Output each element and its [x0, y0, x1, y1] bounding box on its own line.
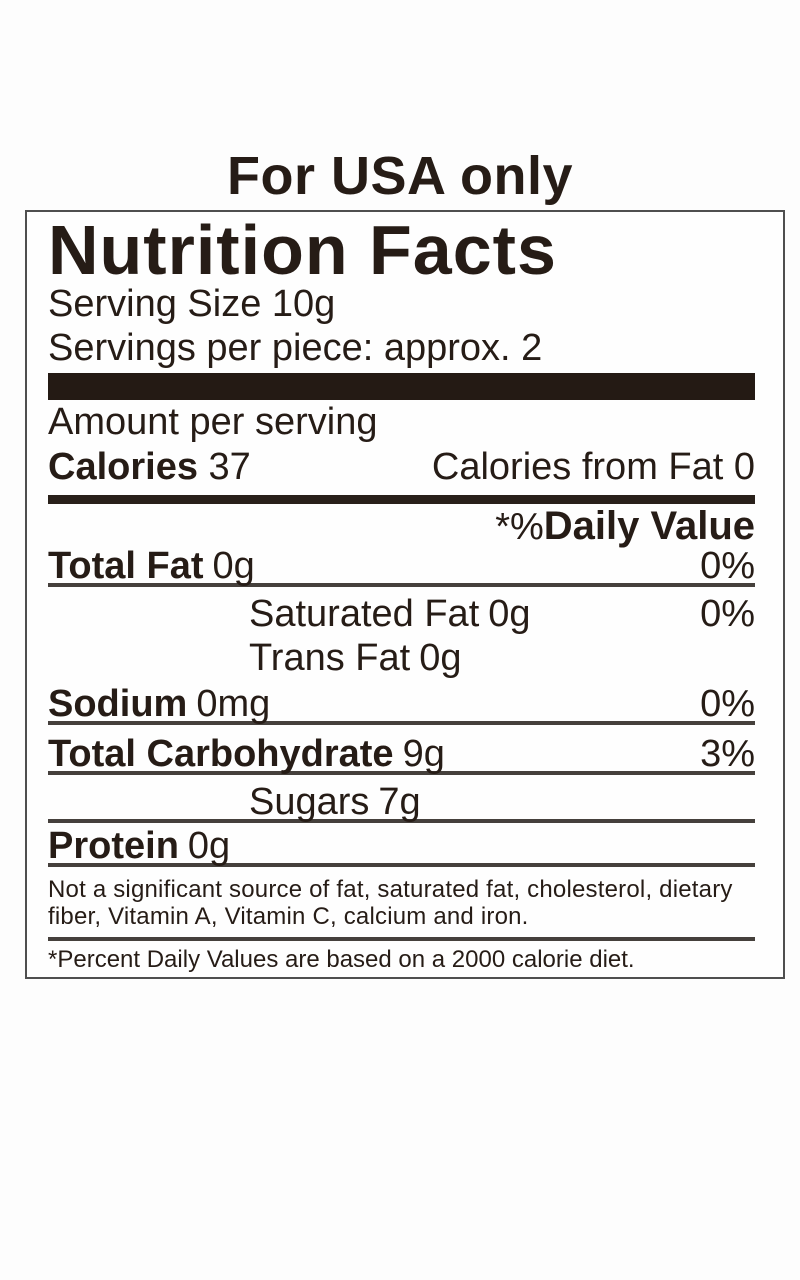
- separator-rule: [48, 771, 755, 775]
- percent-daily-values-note: *Percent Daily Values are based on a 200…: [48, 946, 635, 973]
- daily-value-header: *%Daily Value: [48, 504, 755, 549]
- separator-rule: [48, 819, 755, 823]
- nutrition-facts-label: Nutrition Facts Serving Size 10g Serving…: [25, 210, 785, 979]
- row-total-fat: Total Fat 0g 0%: [48, 545, 755, 587]
- nutrient-dv: 0%: [700, 545, 755, 587]
- row-protein: Protein 0g: [48, 827, 755, 865]
- calories-value: 37: [208, 446, 251, 488]
- row-saturated-fat: Saturated Fat 0g 0%: [48, 593, 755, 635]
- nutrient-amount: 0g: [212, 545, 255, 587]
- footnote-separator-rule: [48, 937, 755, 941]
- thick-separator-bar: [48, 373, 755, 400]
- separator-rule: [48, 721, 755, 725]
- amount-per-serving: Amount per serving: [48, 401, 378, 443]
- page: For USA only Nutrition Facts Serving Siz…: [0, 148, 800, 1280]
- nutrient-name: Sugars: [249, 781, 370, 823]
- daily-value-label: Daily Value: [543, 504, 755, 548]
- nutrient-amount: 9g: [402, 733, 445, 775]
- servings-per-piece: Servings per piece: approx. 2: [48, 327, 543, 369]
- row-total-carbohydrate: Total Carbohydrate 9g 3%: [48, 733, 755, 775]
- separator-rule: [48, 583, 755, 587]
- nutrient-amount: 0g: [419, 637, 462, 679]
- row-trans-fat: Trans Fat 0g: [48, 639, 755, 677]
- calories-from-fat: Calories from Fat 0: [431, 446, 755, 488]
- nutrient-name: Total Fat: [48, 545, 204, 587]
- nutrient-amount: 0g: [187, 825, 231, 867]
- nutrient-dv: 0%: [700, 593, 755, 635]
- nutrient-dv: 0%: [700, 683, 755, 725]
- nutrient-name: Saturated Fat: [249, 593, 480, 635]
- nutrient-dv: 3%: [700, 733, 755, 775]
- calories-row: Calories 37 Calories from Fat 0: [48, 444, 755, 490]
- not-significant-note: Not a significant source of fat, saturat…: [48, 876, 733, 930]
- calories-left: Calories 37: [48, 444, 251, 490]
- region-title: For USA only: [226, 146, 573, 206]
- nutrient-amount: 0g: [488, 593, 531, 635]
- label-title: Nutrition Facts: [48, 211, 557, 289]
- serving-size: Serving Size 10g: [48, 283, 336, 325]
- daily-value-prefix: *%: [495, 506, 544, 548]
- nutrient-name: Total Carbohydrate: [48, 733, 394, 775]
- nutrient-amount: 7g: [378, 781, 421, 823]
- calories-separator-rule: [48, 495, 755, 504]
- nutrient-amount: 0mg: [196, 683, 271, 725]
- row-sugars: Sugars 7g: [48, 783, 755, 821]
- nutrient-name: Protein: [48, 825, 179, 867]
- nutrient-name: Sodium: [48, 683, 188, 725]
- nutrient-name: Trans Fat: [249, 637, 411, 679]
- calories-label: Calories: [48, 446, 198, 488]
- separator-rule: [48, 863, 755, 867]
- row-sodium: Sodium 0mg 0%: [48, 683, 755, 725]
